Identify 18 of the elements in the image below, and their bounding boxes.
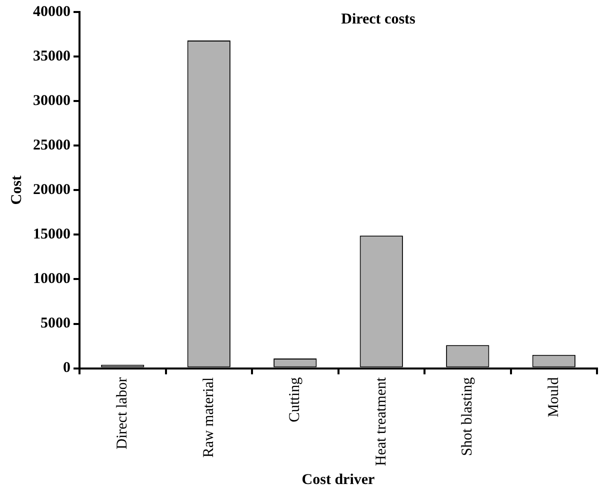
y-tick-label: 0 [63,360,70,376]
y-tick-label: 30000 [33,92,70,109]
x-tick-label: Raw material [200,377,217,458]
x-tick-label: Direct labor [114,377,131,450]
y-tick-label: 35000 [33,48,70,64]
x-tick-label: Cutting [287,376,304,422]
y-tick-label: 20000 [33,182,70,198]
chart-title: Direct costs [341,11,416,28]
y-tick-label: 5000 [40,316,70,332]
x-tick-label: Mould [546,376,562,418]
x-axis-title: Cost driver [302,472,376,488]
y-axis-title: Cost [8,176,25,205]
x-tick-label: Heat treatment [373,376,390,466]
y-tick-label: 15000 [33,226,70,243]
x-tick-label: Shot blasting [460,376,476,456]
y-tick-label: 25000 [33,137,70,154]
y-tick-label: 10000 [33,271,70,288]
y-tick-label: 40000 [33,4,70,20]
